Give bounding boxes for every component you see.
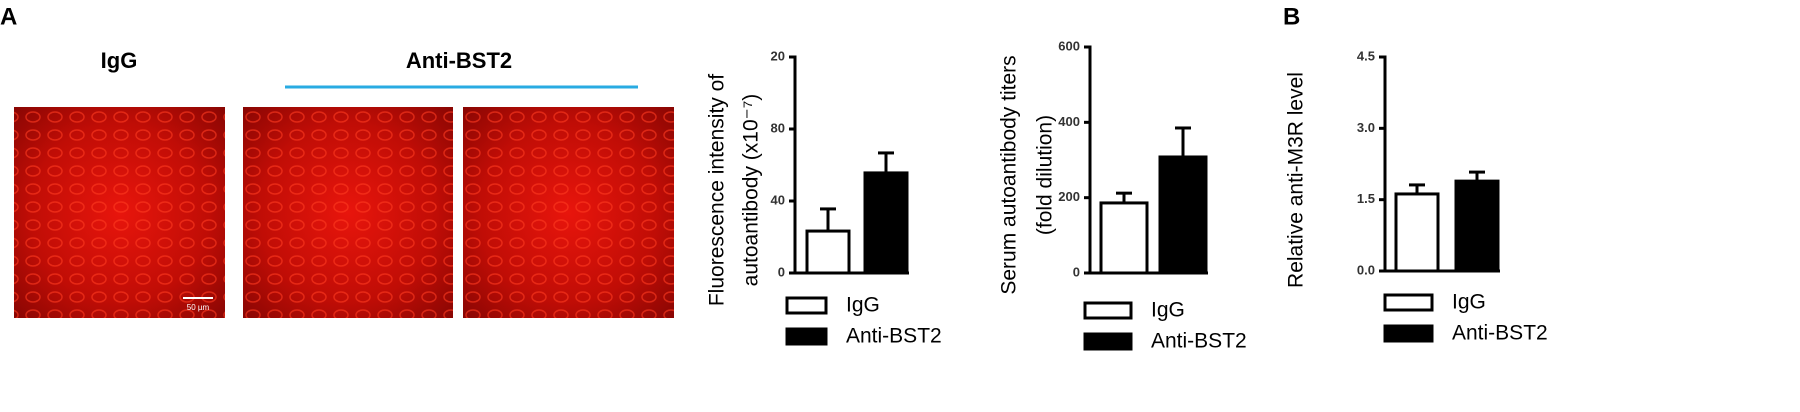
legend-label: Anti-BST2 bbox=[1151, 330, 1247, 353]
legend-label: IgG bbox=[846, 294, 880, 317]
image-label: Anti-BST2 bbox=[406, 48, 512, 73]
y-axis-label: autoantibody (x10⁻⁷) bbox=[740, 94, 763, 287]
y-tick-label: 600 bbox=[1058, 38, 1080, 53]
y-tick-label: 0 bbox=[1073, 264, 1080, 279]
panel-label: B bbox=[1283, 3, 1300, 30]
y-axis-label: Fluorescence intensity of bbox=[706, 74, 729, 306]
legend-swatch bbox=[785, 296, 828, 315]
bar bbox=[1394, 192, 1440, 273]
legend-swatch bbox=[1383, 324, 1434, 343]
y-tick-label: 3.0 bbox=[1357, 120, 1375, 135]
legend-label: IgG bbox=[1452, 291, 1486, 314]
y-tick-label: 0 bbox=[778, 264, 785, 279]
y-tick-label: 400 bbox=[1058, 114, 1080, 129]
image-label: IgG bbox=[101, 48, 138, 73]
y-axis-label: (fold dilution) bbox=[1034, 115, 1057, 235]
legend-label: Anti-BST2 bbox=[846, 325, 942, 348]
bar bbox=[1099, 201, 1149, 275]
y-tick-label: 20 bbox=[771, 48, 785, 63]
scale-label: 50 µm bbox=[187, 303, 210, 312]
bar bbox=[1158, 155, 1208, 275]
micrograph bbox=[243, 107, 453, 318]
micrograph bbox=[14, 107, 225, 318]
bar bbox=[1454, 179, 1500, 273]
y-tick-label: 40 bbox=[771, 192, 785, 207]
legend-label: IgG bbox=[1151, 299, 1185, 322]
y-tick-label: 80 bbox=[771, 120, 785, 135]
legend-swatch bbox=[785, 327, 828, 346]
bar bbox=[863, 171, 909, 275]
y-tick-label: 200 bbox=[1058, 189, 1080, 204]
bar bbox=[805, 229, 851, 275]
panel-label: A bbox=[0, 3, 17, 30]
legend-swatch bbox=[1383, 293, 1434, 312]
micrograph bbox=[463, 107, 674, 318]
y-axis-label: Relative anti-M3R level bbox=[1285, 72, 1308, 288]
y-axis-label: Serum autoantibody titers bbox=[998, 55, 1021, 294]
legend-swatch bbox=[1083, 332, 1133, 351]
legend-swatch bbox=[1083, 301, 1133, 320]
legend-label: Anti-BST2 bbox=[1452, 322, 1548, 345]
y-tick-label: 4.5 bbox=[1357, 48, 1375, 63]
y-tick-label: 0.0 bbox=[1357, 262, 1375, 277]
y-tick-label: 1.5 bbox=[1357, 191, 1375, 206]
